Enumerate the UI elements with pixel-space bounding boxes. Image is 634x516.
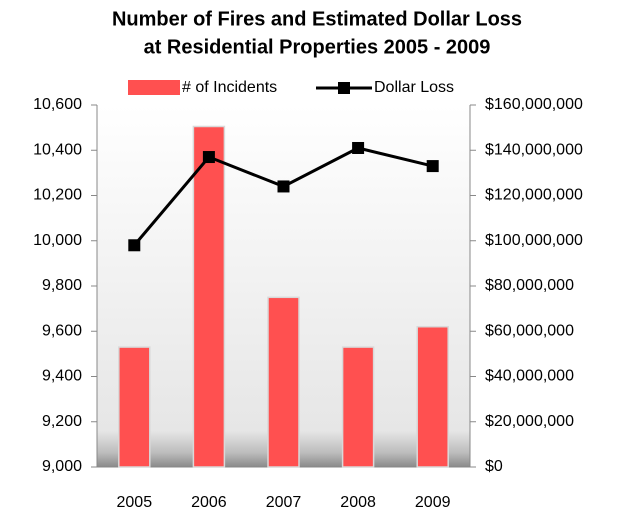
marker [352,141,365,154]
y2-tick-label: $40,000,000 [485,368,574,385]
y-tick-label: 9,800 [42,277,82,294]
y-tick-label: 10,600 [33,96,82,113]
chart-title: Number of Fires and Estimated Dollar Los… [112,8,522,30]
marker [426,160,439,173]
legend-label: # of Incidents [182,79,277,96]
y-tick-label: 10,000 [33,232,82,249]
y2-tick-label: $140,000,000 [485,141,583,158]
x-tick-label: 2007 [266,494,302,511]
bar [192,125,226,468]
marker [128,239,141,252]
legend-swatch [338,82,350,94]
y2-tick-label: $100,000,000 [485,232,583,249]
legend-label: Dollar Loss [374,79,454,96]
bar [267,296,300,468]
y2-tick-label: $60,000,000 [485,322,574,339]
y2-tick-label: $0 [485,458,503,475]
y-tick-label: 9,600 [42,322,82,339]
y2-tick-label: $120,000,000 [485,187,583,204]
y-tick-label: 10,200 [33,187,82,204]
y2-tick-label: $160,000,000 [485,96,583,113]
y2-tick-label: $80,000,000 [485,277,574,294]
y-tick-label: 9,400 [42,368,82,385]
chart-title: at Residential Properties 2005 - 2009 [144,36,491,58]
marker [202,151,215,164]
y-tick-label: 9,200 [42,413,82,430]
bar [416,325,449,468]
x-tick-label: 2006 [191,494,227,511]
y-tick-label: 10,400 [33,141,82,158]
bar [341,346,375,468]
x-tick-label: 2009 [415,494,451,511]
marker [277,180,290,193]
bar [118,346,151,468]
x-tick-label: 2008 [340,494,376,511]
legend-swatch [128,80,180,95]
y2-tick-label: $20,000,000 [485,413,574,430]
x-tick-label: 2005 [117,494,153,511]
y-tick-label: 9,000 [42,458,82,475]
